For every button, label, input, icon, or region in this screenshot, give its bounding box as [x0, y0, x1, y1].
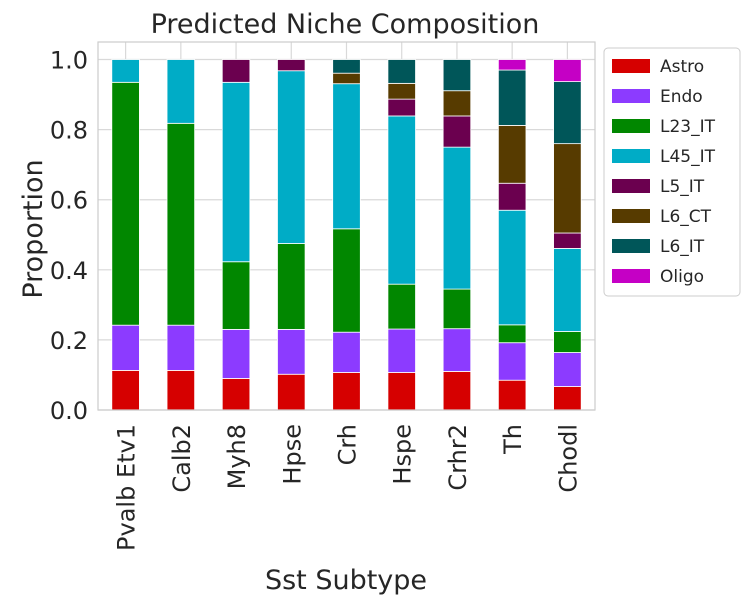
- bar-segment-l23-it: [111, 81, 140, 326]
- bar-segment-l6-it: [553, 81, 582, 145]
- bar-segment-l6-ct: [497, 125, 527, 184]
- bar-segment-l23-it: [332, 228, 361, 333]
- bar-segment-astro: [553, 386, 582, 411]
- y-tick-label: 0.8: [50, 117, 88, 145]
- bar-segment-l5-it: [442, 115, 472, 148]
- bar-segment-endo: [332, 331, 361, 373]
- bar-segment-l23-it: [387, 283, 416, 330]
- legend-label: L5_IT: [660, 177, 705, 197]
- bar-segment-astro: [111, 369, 140, 411]
- bar-segment-endo: [277, 328, 306, 375]
- bar-segment-l6-it: [442, 59, 472, 92]
- bar-segment-l5-it: [221, 59, 251, 83]
- bar-segment-astro: [277, 373, 306, 411]
- y-axis-label: Proportion: [18, 159, 49, 298]
- bar-segment-astro: [442, 371, 472, 411]
- bar-segment-endo: [111, 324, 140, 371]
- legend-swatch: [612, 119, 650, 133]
- x-tick-label: Hpse: [278, 424, 306, 485]
- y-tick-label: 0.0: [50, 397, 88, 425]
- x-tick-label: Pvalb Etv1: [113, 424, 141, 551]
- legend-swatch: [612, 239, 650, 253]
- legend-label: L6_IT: [660, 237, 705, 257]
- x-tick-label: Myh8: [223, 424, 251, 489]
- bar-segment-l6-ct: [332, 72, 361, 85]
- bar-segment-astro: [166, 369, 196, 411]
- bar-segment-l45-it: [387, 115, 416, 285]
- bar-segment-l45-it: [166, 59, 196, 124]
- bars: [111, 59, 582, 411]
- x-tick-label: Th: [499, 424, 527, 455]
- bar-segment-l45-it: [111, 59, 140, 83]
- bar-segment-l45-it: [332, 83, 361, 230]
- legend-box: [603, 47, 741, 297]
- x-tick-label: Chodl: [554, 424, 582, 493]
- bar-segment-l23-it: [497, 324, 527, 344]
- bar-segment-endo: [221, 328, 251, 379]
- legend-swatch: [612, 209, 650, 223]
- bar-segment-endo: [387, 328, 416, 373]
- bar-segment-endo: [553, 352, 582, 387]
- bar-segment-l6-ct: [387, 82, 416, 100]
- bar-segment-oligo: [497, 59, 527, 71]
- bar-segment-l5-it: [553, 232, 582, 249]
- bar-segment-astro: [387, 372, 416, 411]
- x-tick-label: Hspe: [389, 424, 417, 485]
- legend: Astro Endo L23_IT L45_IT L5_IT L6_CT L6_IT Olig…: [603, 47, 741, 297]
- y-tick-label: 0.2: [50, 327, 88, 355]
- chart-title: Predicted Niche Composition: [151, 9, 540, 40]
- bar-segment-l5-it: [497, 182, 527, 211]
- y-tick-label: 1.0: [50, 47, 88, 75]
- bar-segment-astro: [221, 378, 251, 411]
- bar-segment-l6-it: [497, 69, 527, 126]
- plot-frame: [97, 41, 596, 411]
- x-tick-label: Crhr2: [444, 424, 472, 491]
- bar-segment-endo: [166, 324, 196, 371]
- bar-segment-l23-it: [221, 261, 251, 330]
- bar-segment-l23-it: [166, 122, 196, 326]
- bar-segment-l45-it: [497, 209, 527, 326]
- x-axis-label: Sst Subtype: [265, 565, 427, 596]
- y-tick-labels: 0.0 0.2 0.4 0.6 0.8 1.0: [50, 47, 88, 425]
- bar-segment-l45-it: [442, 146, 472, 290]
- legend-label: Oligo: [660, 267, 704, 287]
- y-tick-label: 0.4: [50, 257, 88, 285]
- legend-label: Endo: [660, 87, 703, 107]
- bar-segment-l45-it: [277, 70, 306, 244]
- bar-segment-endo: [442, 328, 472, 372]
- bar-segment-endo: [497, 342, 527, 381]
- legend-swatch: [612, 89, 650, 103]
- x-tick-label: Calb2: [168, 424, 196, 493]
- bar-segment-l6-ct: [553, 143, 582, 234]
- bar-segment-l45-it: [221, 81, 251, 263]
- y-tick-label: 0.6: [50, 187, 88, 215]
- bar-segment-l6-it: [387, 59, 416, 84]
- bar-segment-l5-it: [277, 59, 306, 72]
- legend-label: L45_IT: [660, 147, 716, 167]
- legend-swatch: [612, 179, 650, 193]
- x-tick-label: Crh: [334, 424, 362, 465]
- bar-segment-astro: [497, 379, 527, 411]
- legend-swatch: [612, 149, 650, 163]
- legend-swatch: [612, 269, 650, 283]
- bar-segment-l23-it: [277, 243, 306, 330]
- bar-segment-l6-ct: [442, 90, 472, 117]
- bar-segment-l6-it: [332, 59, 361, 74]
- bar-segment-oligo: [553, 59, 582, 83]
- legend-label: L6_CT: [660, 207, 712, 227]
- legend-label: Astro: [660, 57, 704, 77]
- x-tick-labels: Pvalb Etv1 Calb2 Myh8 Hpse Crh Hspe Crhr2 Th Cho…: [113, 424, 583, 551]
- legend-label: L23_IT: [660, 117, 716, 137]
- bar-segment-astro: [332, 372, 361, 411]
- legend-swatch: [612, 59, 650, 73]
- bar-segment-l45-it: [553, 248, 582, 332]
- bar-segment-l5-it: [387, 98, 416, 117]
- bar-segment-l23-it: [553, 331, 582, 353]
- bar-segment-l23-it: [442, 288, 472, 330]
